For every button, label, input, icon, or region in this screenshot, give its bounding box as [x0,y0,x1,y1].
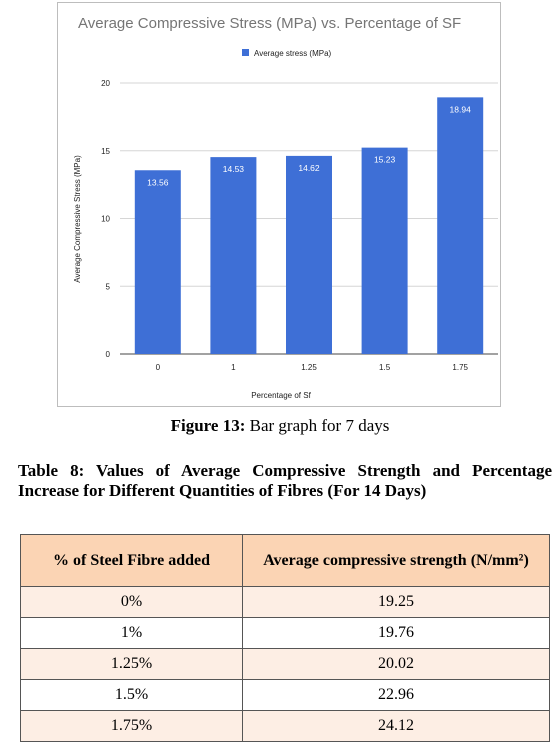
chart-frame: Average Compressive Stress (MPa) vs. Per… [57,2,501,407]
table-row: 1.25% 20.02 [20,648,550,680]
bar [134,170,181,354]
cell-compressive-strength: 22.96 [242,679,550,711]
bar [361,147,408,354]
x-tick-label: 1 [231,363,236,372]
x-tick-label: 1.25 [301,363,317,372]
table-row: 1% 19.76 [20,617,550,649]
x-tick-label: 0 [156,363,161,372]
table-title: Table 8: Values of Average Compressive S… [18,461,552,500]
table-header-row: % of Steel Fibre added Average compressi… [20,534,550,587]
table-row: 1.5% 22.96 [20,679,550,711]
y-tick-label: 15 [101,147,110,156]
legend-swatch [242,49,249,56]
cell-compressive-strength: 19.25 [242,586,550,618]
cell-steel-fibre: 1.25% [20,648,243,680]
figure-caption-label: Figure 13: [170,416,246,435]
y-tick-label: 10 [101,215,110,224]
bar-data-label: 18.94 [450,104,472,114]
figure-caption-text: Bar graph for 7 days [245,416,390,435]
bar [286,155,332,354]
bar-data-label: 15.23 [374,155,396,165]
table-row: 0% 19.25 [20,586,550,618]
bar [437,97,484,354]
bar-chart: Average Compressive Stress (MPa) vs. Per… [73,15,498,400]
cell-steel-fibre: 1.5% [20,679,243,711]
legend-label: Average stress (MPa) [254,49,332,58]
cell-steel-fibre: 1% [20,617,243,649]
x-tick-label: 1.75 [452,363,468,372]
x-axis-title: Percentage of Sf [251,391,311,400]
figure-caption: Figure 13: Bar graph for 7 days [0,416,560,436]
y-tick-label: 0 [106,350,111,359]
y-axis-title: Average Compressive Stress (MPa) [73,155,82,283]
chart-title: Average Compressive Stress (MPa) vs. Per… [78,15,461,32]
bar-data-label: 14.62 [298,163,320,173]
x-tick-label: 1.5 [379,363,391,372]
y-tick-label: 5 [106,282,111,291]
cell-steel-fibre: 0% [20,586,243,618]
bar-data-label: 14.53 [223,164,245,174]
cell-compressive-strength: 20.02 [242,648,550,680]
strength-table: % of Steel Fibre added Average compressi… [20,534,550,742]
y-tick-label: 20 [101,79,110,88]
cell-compressive-strength: 19.76 [242,617,550,649]
header-compressive-strength: Average compressive strength (N/mm²) [242,534,550,587]
bar-data-label: 13.56 [147,177,169,187]
bar [210,157,257,354]
header-steel-fibre: % of Steel Fibre added [20,534,243,587]
